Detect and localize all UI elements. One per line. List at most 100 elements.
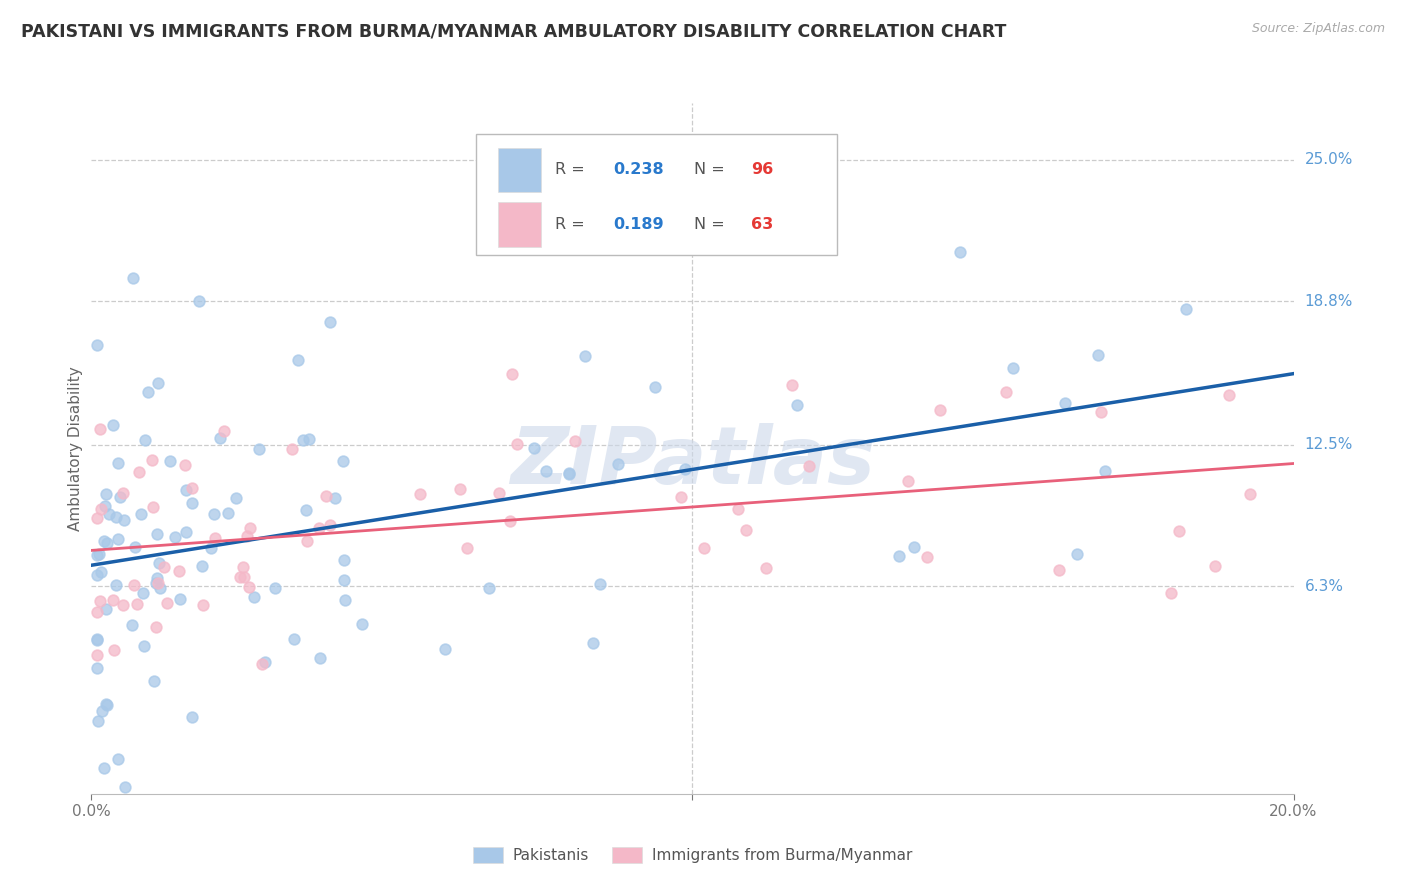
Point bbox=[114, 780, 136, 794]
Point bbox=[887, 549, 910, 563]
Point bbox=[142, 500, 165, 515]
Point bbox=[333, 573, 356, 587]
Point bbox=[1167, 524, 1189, 539]
Point bbox=[112, 486, 135, 500]
Point bbox=[146, 376, 169, 391]
Text: R =: R = bbox=[555, 162, 591, 178]
Point bbox=[97, 507, 120, 521]
Point bbox=[108, 490, 131, 504]
Point bbox=[122, 270, 145, 285]
Text: ZIPatlas: ZIPatlas bbox=[510, 423, 875, 501]
Point bbox=[589, 576, 612, 591]
Point bbox=[93, 533, 115, 548]
Point bbox=[105, 510, 128, 524]
Point bbox=[797, 459, 820, 474]
Point bbox=[124, 540, 146, 554]
Point bbox=[232, 560, 254, 574]
Point bbox=[1094, 464, 1116, 478]
Point bbox=[217, 506, 239, 520]
Point bbox=[153, 559, 176, 574]
Point bbox=[308, 651, 330, 665]
Point bbox=[90, 565, 112, 579]
Point bbox=[1054, 396, 1077, 410]
Point bbox=[283, 632, 305, 646]
Point bbox=[89, 422, 111, 436]
Point bbox=[89, 593, 111, 607]
Text: 96: 96 bbox=[751, 162, 773, 178]
Point bbox=[295, 503, 318, 517]
Point bbox=[155, 596, 177, 610]
Point bbox=[233, 570, 256, 584]
Point bbox=[780, 378, 803, 392]
Point bbox=[107, 532, 129, 546]
Point bbox=[332, 454, 354, 468]
Point bbox=[692, 541, 714, 556]
Text: 0.238: 0.238 bbox=[613, 162, 664, 178]
Point bbox=[292, 434, 315, 448]
Point bbox=[209, 431, 232, 445]
Point bbox=[94, 601, 117, 615]
Point bbox=[501, 367, 523, 381]
Point bbox=[319, 315, 342, 329]
Point bbox=[204, 531, 226, 545]
Text: 18.8%: 18.8% bbox=[1305, 293, 1353, 309]
Text: 25.0%: 25.0% bbox=[1305, 153, 1353, 167]
Point bbox=[202, 507, 225, 521]
Point bbox=[148, 575, 170, 590]
Text: 6.3%: 6.3% bbox=[1305, 579, 1344, 594]
Point bbox=[558, 466, 581, 480]
Point bbox=[112, 513, 135, 527]
Point bbox=[1090, 404, 1112, 418]
Legend: Pakistanis, Immigrants from Burma/Myanmar: Pakistanis, Immigrants from Burma/Myanma… bbox=[467, 841, 918, 869]
Point bbox=[1160, 585, 1182, 599]
Point bbox=[141, 453, 163, 467]
Point bbox=[163, 530, 186, 544]
Point bbox=[669, 490, 692, 504]
Point bbox=[434, 642, 457, 657]
Point bbox=[96, 536, 118, 550]
Point bbox=[90, 501, 112, 516]
Point bbox=[252, 657, 274, 672]
Point bbox=[134, 639, 156, 653]
Point bbox=[86, 632, 108, 647]
Point bbox=[181, 481, 204, 495]
Point bbox=[755, 561, 778, 575]
Point bbox=[319, 518, 342, 533]
Point bbox=[93, 761, 115, 775]
Point bbox=[264, 581, 287, 595]
Point bbox=[949, 244, 972, 259]
Point bbox=[94, 500, 117, 514]
Point bbox=[96, 698, 118, 713]
Point bbox=[107, 456, 129, 470]
Text: 0.189: 0.189 bbox=[613, 217, 664, 232]
FancyBboxPatch shape bbox=[477, 134, 837, 255]
Point bbox=[315, 489, 337, 503]
Point bbox=[143, 673, 166, 688]
Point bbox=[323, 491, 346, 505]
FancyBboxPatch shape bbox=[498, 202, 541, 247]
Point bbox=[229, 569, 252, 583]
Text: Source: ZipAtlas.com: Source: ZipAtlas.com bbox=[1251, 22, 1385, 36]
Point bbox=[1218, 388, 1240, 402]
Point bbox=[101, 593, 124, 607]
Point bbox=[86, 510, 108, 524]
Text: 63: 63 bbox=[751, 217, 773, 232]
Point bbox=[86, 661, 108, 675]
Point bbox=[456, 541, 478, 555]
Point bbox=[129, 507, 152, 521]
Point bbox=[564, 434, 586, 448]
Point bbox=[928, 402, 950, 417]
Point bbox=[225, 491, 247, 505]
Point bbox=[87, 547, 110, 561]
Point bbox=[238, 580, 260, 594]
Point bbox=[86, 648, 108, 662]
Point bbox=[86, 548, 108, 562]
Point bbox=[188, 293, 211, 308]
Point bbox=[499, 514, 522, 528]
Point bbox=[333, 553, 356, 567]
Point bbox=[915, 550, 938, 565]
Point bbox=[173, 458, 195, 473]
Point bbox=[557, 467, 579, 481]
Point bbox=[86, 605, 108, 619]
Point bbox=[727, 501, 749, 516]
